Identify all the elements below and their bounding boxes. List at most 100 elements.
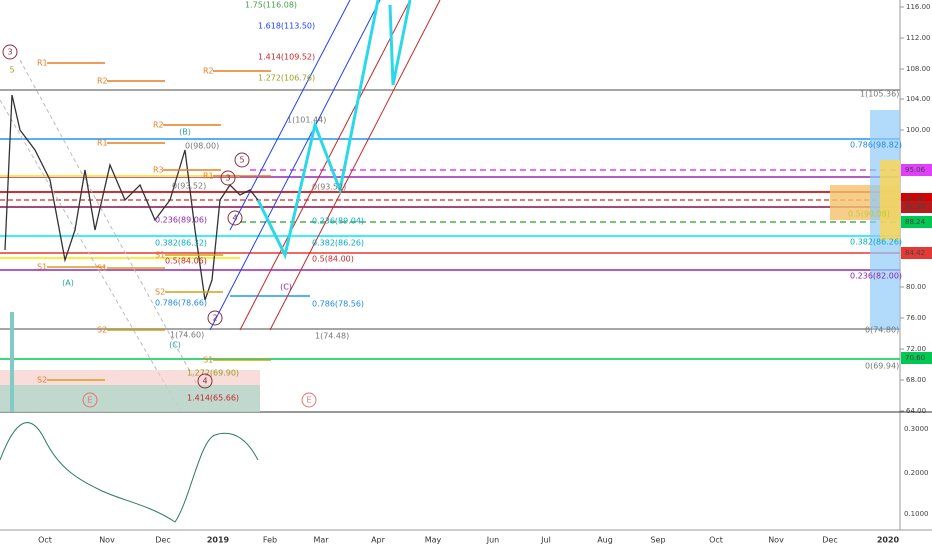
time-label: Jul [540, 536, 551, 545]
price-label: 64.00 [906, 407, 926, 415]
price-tag-label: 84.42 [905, 249, 925, 257]
fib-label: 1(105.36) [860, 90, 899, 99]
price-label: 104.00 [906, 95, 931, 103]
projection-arrow [388, 0, 412, 86]
wave-circle [82, 392, 98, 408]
price-label: 68.00 [906, 376, 926, 384]
price-tag [901, 247, 932, 259]
volume-bars [0, 312, 260, 412]
wave-circle [2, 44, 18, 60]
wave-label: E [306, 396, 311, 405]
price-label: 72.00 [906, 345, 926, 353]
time-label: 2020 [877, 536, 900, 545]
fib-label: 1.414(109.52) [258, 53, 315, 62]
wave-label: 3 [7, 48, 12, 57]
fib-label: 1.618(113.50) [258, 22, 315, 31]
levels [0, 89, 900, 360]
wave-label: 4 [202, 377, 207, 386]
pivot-label: R2 [153, 121, 164, 130]
time-label: Oct [38, 536, 52, 545]
fib-label: 0(98.00) [185, 142, 219, 151]
pitchfork [0, 0, 441, 411]
pivot-label: S1 [155, 251, 165, 260]
fib-label: 0.5(84.00) [312, 255, 354, 264]
time-label: Jun [486, 536, 500, 545]
price-label: 100.00 [906, 126, 931, 134]
price-tag-label: 91.08 [905, 203, 925, 211]
pivot-label: R1 [203, 172, 214, 181]
wave-circle [220, 170, 236, 186]
pivot-label: R1 [37, 59, 48, 68]
fib-label: 1.414(65.66) [187, 394, 239, 403]
fib-label: 1.272(106.76) [258, 74, 315, 83]
fib-label: 1.75(116.08) [245, 1, 297, 10]
wave-circle [301, 392, 317, 408]
wave-label: E [87, 396, 92, 405]
fib-label: 1(74.48) [315, 332, 349, 341]
fib-label: 0.382(86.26) [312, 239, 364, 248]
time-label: Nov [768, 536, 784, 545]
wave-label: (A) [62, 279, 74, 288]
wave-label: 5 [239, 156, 244, 165]
fib-label: 0.236(89.04) [312, 217, 364, 226]
pivot-label: S2 [97, 326, 107, 335]
time-label: Dec [155, 536, 170, 545]
pivot-label: R3 [153, 166, 164, 175]
price-tag [901, 201, 932, 213]
price-label: 108.00 [906, 65, 931, 73]
wave-label: (C) [280, 283, 292, 292]
fib-label: 0(74.80) [865, 326, 899, 335]
wave-label: 5 [9, 66, 14, 75]
fib-label: 0.236(89.06) [155, 216, 207, 225]
indicator-label: 0.1000 [904, 510, 929, 518]
fib-label: 1.272(69.90) [187, 369, 239, 378]
time-label: 2019 [207, 536, 230, 545]
wave-label: 4 [232, 214, 237, 223]
projection-arrow [256, 0, 380, 260]
price-tag [901, 216, 932, 228]
fib-label: 0(93.52) [172, 182, 206, 191]
price-label: 116.00 [906, 3, 931, 11]
fib-label: 1(74.60) [170, 331, 204, 340]
price-tag-label: 88.24 [905, 218, 926, 226]
time-label: Apr [371, 536, 386, 545]
fib-label: 0.236(82.00) [850, 272, 902, 281]
wave-circle [234, 152, 250, 168]
price-label: 80.00 [906, 283, 926, 291]
fib-label: 0.786(98.82) [850, 141, 902, 150]
fib-label: 0.786(78.66) [155, 299, 207, 308]
time-label: Sep [650, 536, 665, 545]
price-candles [4, 94, 259, 301]
pivot-label: S2 [155, 288, 165, 297]
time-label: Mar [313, 536, 329, 545]
wave-label: 2 [212, 314, 217, 323]
price-tag-label: 70.60 [905, 354, 925, 362]
price-tag-label: 91.94 [905, 195, 926, 203]
wave-label: 3 [225, 174, 230, 183]
price-label: 112.00 [906, 34, 931, 42]
wave-circle [207, 310, 223, 326]
fib-label: 0(93.52) [312, 183, 346, 192]
pivot-label: R1 [97, 139, 108, 148]
price-tag-label: 95.06 [905, 166, 926, 174]
price-tag [901, 352, 932, 364]
wave-circle [227, 210, 243, 226]
price-tag [901, 164, 932, 176]
indicator-label: 0.2000 [904, 469, 929, 477]
pivot-label: S1 [97, 264, 107, 273]
time-label: Feb [263, 536, 277, 545]
wave-circle [197, 373, 213, 389]
time-label: Nov [99, 536, 115, 545]
time-label: Aug [597, 536, 613, 545]
fib-label: 0.382(86.32) [155, 239, 207, 248]
fib-label: 0(69.94) [865, 362, 899, 371]
price-pane [0, 0, 900, 412]
indicator-line [0, 422, 259, 523]
wave-label: (B) [179, 128, 191, 137]
pivot-label: R2 [203, 67, 214, 76]
pivot-label: R2 [97, 77, 108, 86]
pivot-label: S1 [37, 263, 47, 272]
